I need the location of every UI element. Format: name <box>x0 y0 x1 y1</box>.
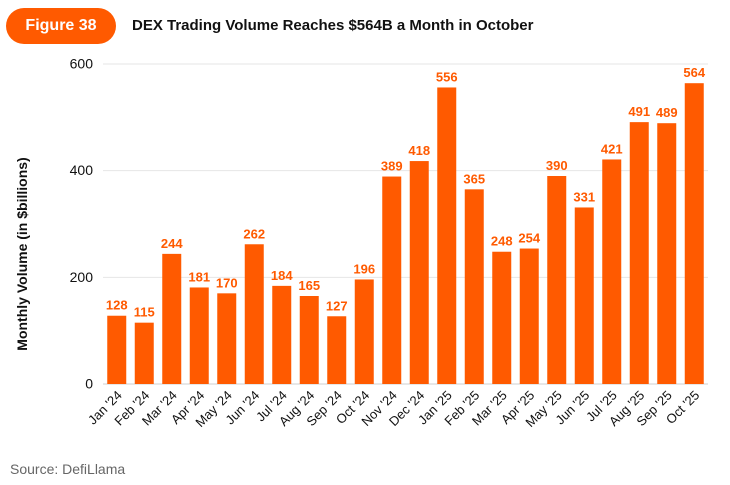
bar <box>602 159 622 384</box>
bar <box>437 87 457 384</box>
bar <box>492 251 512 384</box>
data-label: 390 <box>546 158 568 173</box>
y-tick-label: 200 <box>70 269 94 285</box>
y-tick-label: 0 <box>85 376 93 392</box>
bar <box>629 122 649 384</box>
y-axis-title: Monthly Volume (in $billions) <box>14 157 30 350</box>
bar <box>354 279 374 384</box>
bar <box>217 293 237 384</box>
data-label: 491 <box>628 104 650 119</box>
bar <box>134 322 154 384</box>
data-label: 564 <box>683 65 705 80</box>
chart-title: DEX Trading Volume Reaches $564B a Month… <box>132 17 534 34</box>
data-label: 170 <box>216 275 238 290</box>
data-label: 181 <box>188 269 210 284</box>
source-note: Source: DefiLlama <box>10 461 126 477</box>
y-tick-label: 400 <box>70 162 94 178</box>
data-label: 389 <box>381 159 403 174</box>
data-label: 365 <box>463 171 485 186</box>
y-tick-label: 600 <box>70 56 94 72</box>
data-label: 248 <box>491 234 513 249</box>
data-label: 331 <box>573 189 595 204</box>
data-label: 128 <box>106 298 128 313</box>
bar <box>244 244 264 384</box>
bar <box>327 316 347 384</box>
data-label: 254 <box>518 231 540 246</box>
bar <box>547 176 567 384</box>
data-label: 262 <box>243 226 265 241</box>
bar <box>657 123 677 384</box>
bar <box>464 189 484 384</box>
data-label: 244 <box>161 236 183 251</box>
data-label: 418 <box>408 143 430 158</box>
data-label: 165 <box>298 278 320 293</box>
bar <box>519 248 539 384</box>
data-label: 127 <box>326 298 348 313</box>
data-label: 556 <box>436 69 458 84</box>
figure-badge: Figure 38 <box>6 8 116 44</box>
bar <box>684 83 704 384</box>
bar <box>107 315 127 384</box>
data-label: 115 <box>134 305 155 320</box>
bar <box>382 176 402 384</box>
data-label: 196 <box>353 261 375 276</box>
bar <box>574 207 594 384</box>
bar <box>162 253 182 384</box>
bar <box>189 287 209 384</box>
bar <box>299 296 319 384</box>
bar <box>409 161 429 384</box>
bar <box>272 285 292 384</box>
data-label: 489 <box>656 105 678 120</box>
data-label: 421 <box>601 141 623 156</box>
data-label: 184 <box>271 268 293 283</box>
